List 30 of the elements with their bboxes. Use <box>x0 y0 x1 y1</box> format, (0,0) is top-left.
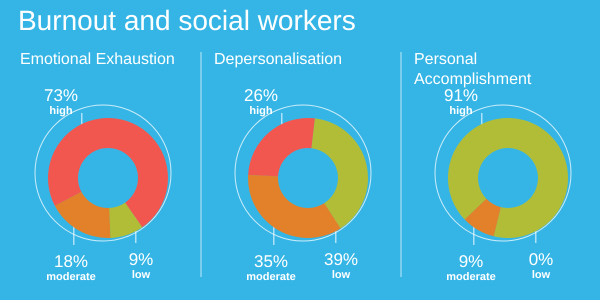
data-label: 9% <box>128 250 154 269</box>
data-label: 26% <box>242 86 280 105</box>
data-label: 18% <box>52 252 90 271</box>
data-label: 91% <box>444 86 478 105</box>
text: Burnout and social workers <box>18 4 356 38</box>
donut-slice <box>248 174 341 238</box>
chart-title: Depersonalisation <box>214 50 344 70</box>
slice-label: low <box>130 269 152 282</box>
slice-label: moderate <box>445 271 497 284</box>
text: 0% <box>528 250 554 269</box>
slice-label: moderate <box>45 271 97 284</box>
data-label: 35% <box>252 252 290 271</box>
donut-slice <box>48 118 168 228</box>
data-label: 73% <box>42 86 80 105</box>
donut-slice <box>248 118 315 176</box>
chart-title: Personal Accomplishment <box>414 50 532 89</box>
donut-slice <box>448 118 568 238</box>
slice-label: high <box>448 105 474 118</box>
slice-label: high <box>248 105 274 118</box>
data-label: 39% <box>322 250 360 269</box>
donut-slice <box>54 192 111 238</box>
chart-title: Emotional Exhaustion <box>20 50 176 70</box>
slice-label: low <box>330 269 352 282</box>
category-label: low <box>532 269 550 281</box>
donut-slice <box>464 198 501 236</box>
slice-label: moderate <box>245 271 297 284</box>
donut-slice <box>311 118 368 228</box>
donut-slice <box>109 202 142 238</box>
slice-label: high <box>48 105 74 118</box>
data-label: 9% <box>458 252 484 271</box>
